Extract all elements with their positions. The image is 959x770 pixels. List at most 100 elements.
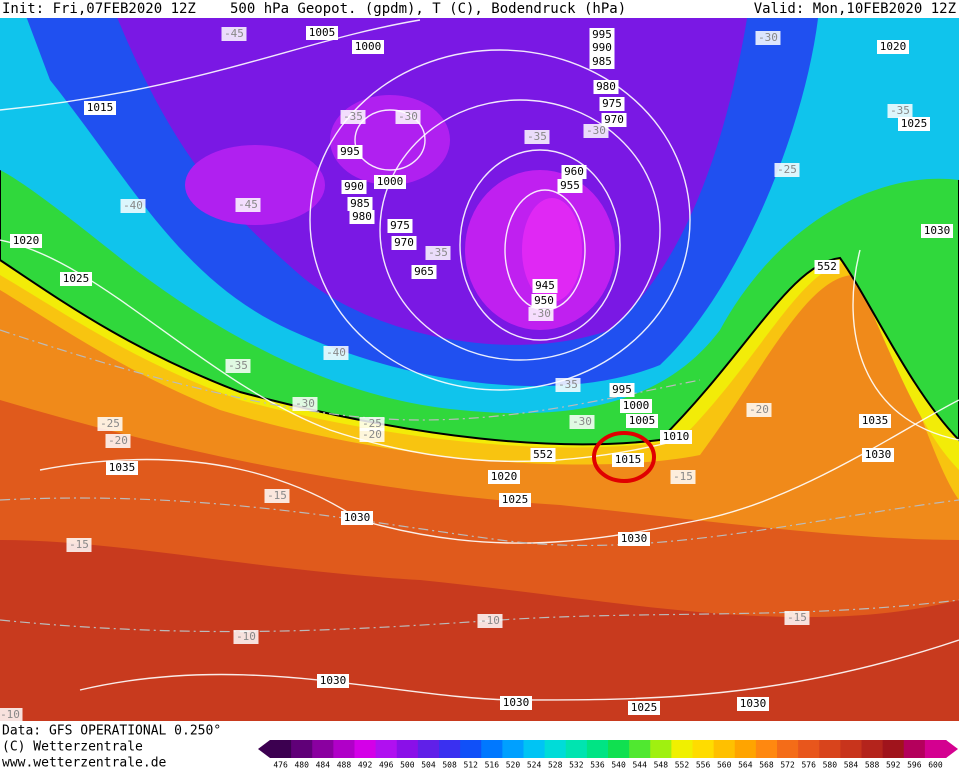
valid-time: Valid: Mon,10FEB2020 12Z xyxy=(754,1,956,17)
pressure-label: 990 xyxy=(592,41,612,54)
colorbar-cell xyxy=(882,740,905,758)
pressure-label: 1005 xyxy=(309,26,336,39)
pressure-label: 1025 xyxy=(502,493,529,506)
colorbar-label: 548 xyxy=(654,761,669,770)
temperature-label: -35 xyxy=(343,110,363,123)
temperature-label: -35 xyxy=(558,378,578,391)
pressure-label: 1025 xyxy=(631,701,658,714)
pressure-label-box xyxy=(488,470,520,484)
pressure-label-box xyxy=(84,101,116,115)
colorbar-label: 600 xyxy=(928,761,943,770)
pressure-label: 970 xyxy=(394,236,414,249)
temperature-label: -35 xyxy=(890,104,910,117)
temperature-label: -45 xyxy=(238,198,258,211)
header-bar xyxy=(0,0,959,18)
temperature-label-box xyxy=(477,614,503,628)
colorbar-label: 484 xyxy=(316,761,331,770)
temperature-label-box xyxy=(755,31,781,45)
temperature-label-box xyxy=(528,307,554,321)
map-fields: 1005100099599098510201015980975970995102… xyxy=(0,18,959,721)
colorbar-cell xyxy=(502,740,524,758)
pressure-label-box xyxy=(593,80,619,94)
temperature-label-box xyxy=(555,378,581,392)
temperature-label-box xyxy=(105,434,131,448)
temperature-label: -15 xyxy=(69,538,89,551)
colorbar-cell xyxy=(650,740,672,758)
pressure-label: 1030 xyxy=(621,532,648,545)
colorbar-cell xyxy=(777,740,799,758)
temperature-label: -15 xyxy=(673,470,693,483)
field-magenta xyxy=(330,95,450,185)
pressure-label-box xyxy=(391,236,417,250)
pressure-label-box xyxy=(341,180,367,194)
map-title: 500 hPa Geopot. (gpdm), T (C), Bodendruc… xyxy=(230,1,626,17)
pressure-label-box xyxy=(347,197,373,211)
temperature-label-box xyxy=(887,104,913,118)
temperature-label: -35 xyxy=(428,246,448,259)
colorbar-label: 504 xyxy=(421,761,436,770)
pressure-label-box xyxy=(532,279,558,293)
colorbar-label: 564 xyxy=(738,761,753,770)
pressure-label-box xyxy=(612,453,644,467)
colorbar-label: 540 xyxy=(611,761,626,770)
colorbar-label: 532 xyxy=(569,761,584,770)
colorbar-cell xyxy=(544,740,567,758)
pressure-label-box xyxy=(387,219,413,233)
colorbar-label: 552 xyxy=(675,761,690,770)
temperature-label-box xyxy=(0,708,23,721)
pressure-label: 1015 xyxy=(87,101,114,114)
pressure-label: 1030 xyxy=(503,696,530,709)
temperature-label: -40 xyxy=(123,199,143,212)
colorbar-label: 508 xyxy=(442,761,457,770)
colorbar-cell xyxy=(629,740,651,758)
colorbar-label: 568 xyxy=(759,761,774,770)
init-time: Init: Fri,07FEB2020 12Z xyxy=(2,1,196,17)
pressure-label-box xyxy=(531,294,557,308)
temperature-label-box xyxy=(97,417,123,431)
pressure-label-box xyxy=(341,511,373,525)
colorbar-label: 528 xyxy=(548,761,563,770)
colorbar-label: 496 xyxy=(379,761,394,770)
pressure-label: 1020 xyxy=(880,40,907,53)
colorbar-cell xyxy=(481,740,503,758)
colorbar-label: 584 xyxy=(844,761,859,770)
temperature-label-box xyxy=(340,110,366,124)
temperature-label: -30 xyxy=(398,110,418,123)
temperature-label-box xyxy=(359,417,385,431)
pressure-label-box xyxy=(862,448,894,462)
pressure-label: 1025 xyxy=(901,117,928,130)
data-source: Data: GFS OPERATIONAL 0.250° xyxy=(2,724,221,739)
pressure-label: 1000 xyxy=(623,399,650,412)
pressure-label-box xyxy=(589,28,615,42)
temperature-label: -25 xyxy=(100,417,120,430)
pressure-label-box xyxy=(499,493,531,507)
pressure-label: 1030 xyxy=(740,697,767,710)
pressure-label-box xyxy=(628,701,660,715)
pressure-label: 1010 xyxy=(663,430,690,443)
pressure-label-box xyxy=(921,224,953,238)
colorbar-cell xyxy=(375,740,398,758)
colorbar-label: 480 xyxy=(294,761,309,770)
colorbar-label: 596 xyxy=(907,761,922,770)
colorbar-cell xyxy=(713,740,736,758)
pressure-label-box xyxy=(589,41,615,55)
colorbar-label: 520 xyxy=(506,761,521,770)
pressure-label-box xyxy=(618,532,650,546)
colorbar-cell xyxy=(840,740,862,758)
pressure-label-box xyxy=(106,461,138,475)
colorbar-cell xyxy=(523,740,546,758)
colorbar-label: 588 xyxy=(865,761,880,770)
copyright: (C) Wetterzentrale xyxy=(2,740,143,755)
colorbar-cell xyxy=(312,740,334,758)
pressure-label: 980 xyxy=(596,80,616,93)
temperature-label: -25 xyxy=(777,163,797,176)
colorbar-cell xyxy=(924,740,947,758)
temperature-label-box xyxy=(784,611,810,625)
temperature-label: -40 xyxy=(326,346,346,359)
colorbar-cell xyxy=(798,740,820,758)
pressure-label: 985 xyxy=(592,55,612,68)
temperature-label: -25 xyxy=(362,417,382,430)
pressure-label: 975 xyxy=(602,97,622,110)
temperature-label: -30 xyxy=(295,397,315,410)
temperature-label-box xyxy=(359,428,385,442)
